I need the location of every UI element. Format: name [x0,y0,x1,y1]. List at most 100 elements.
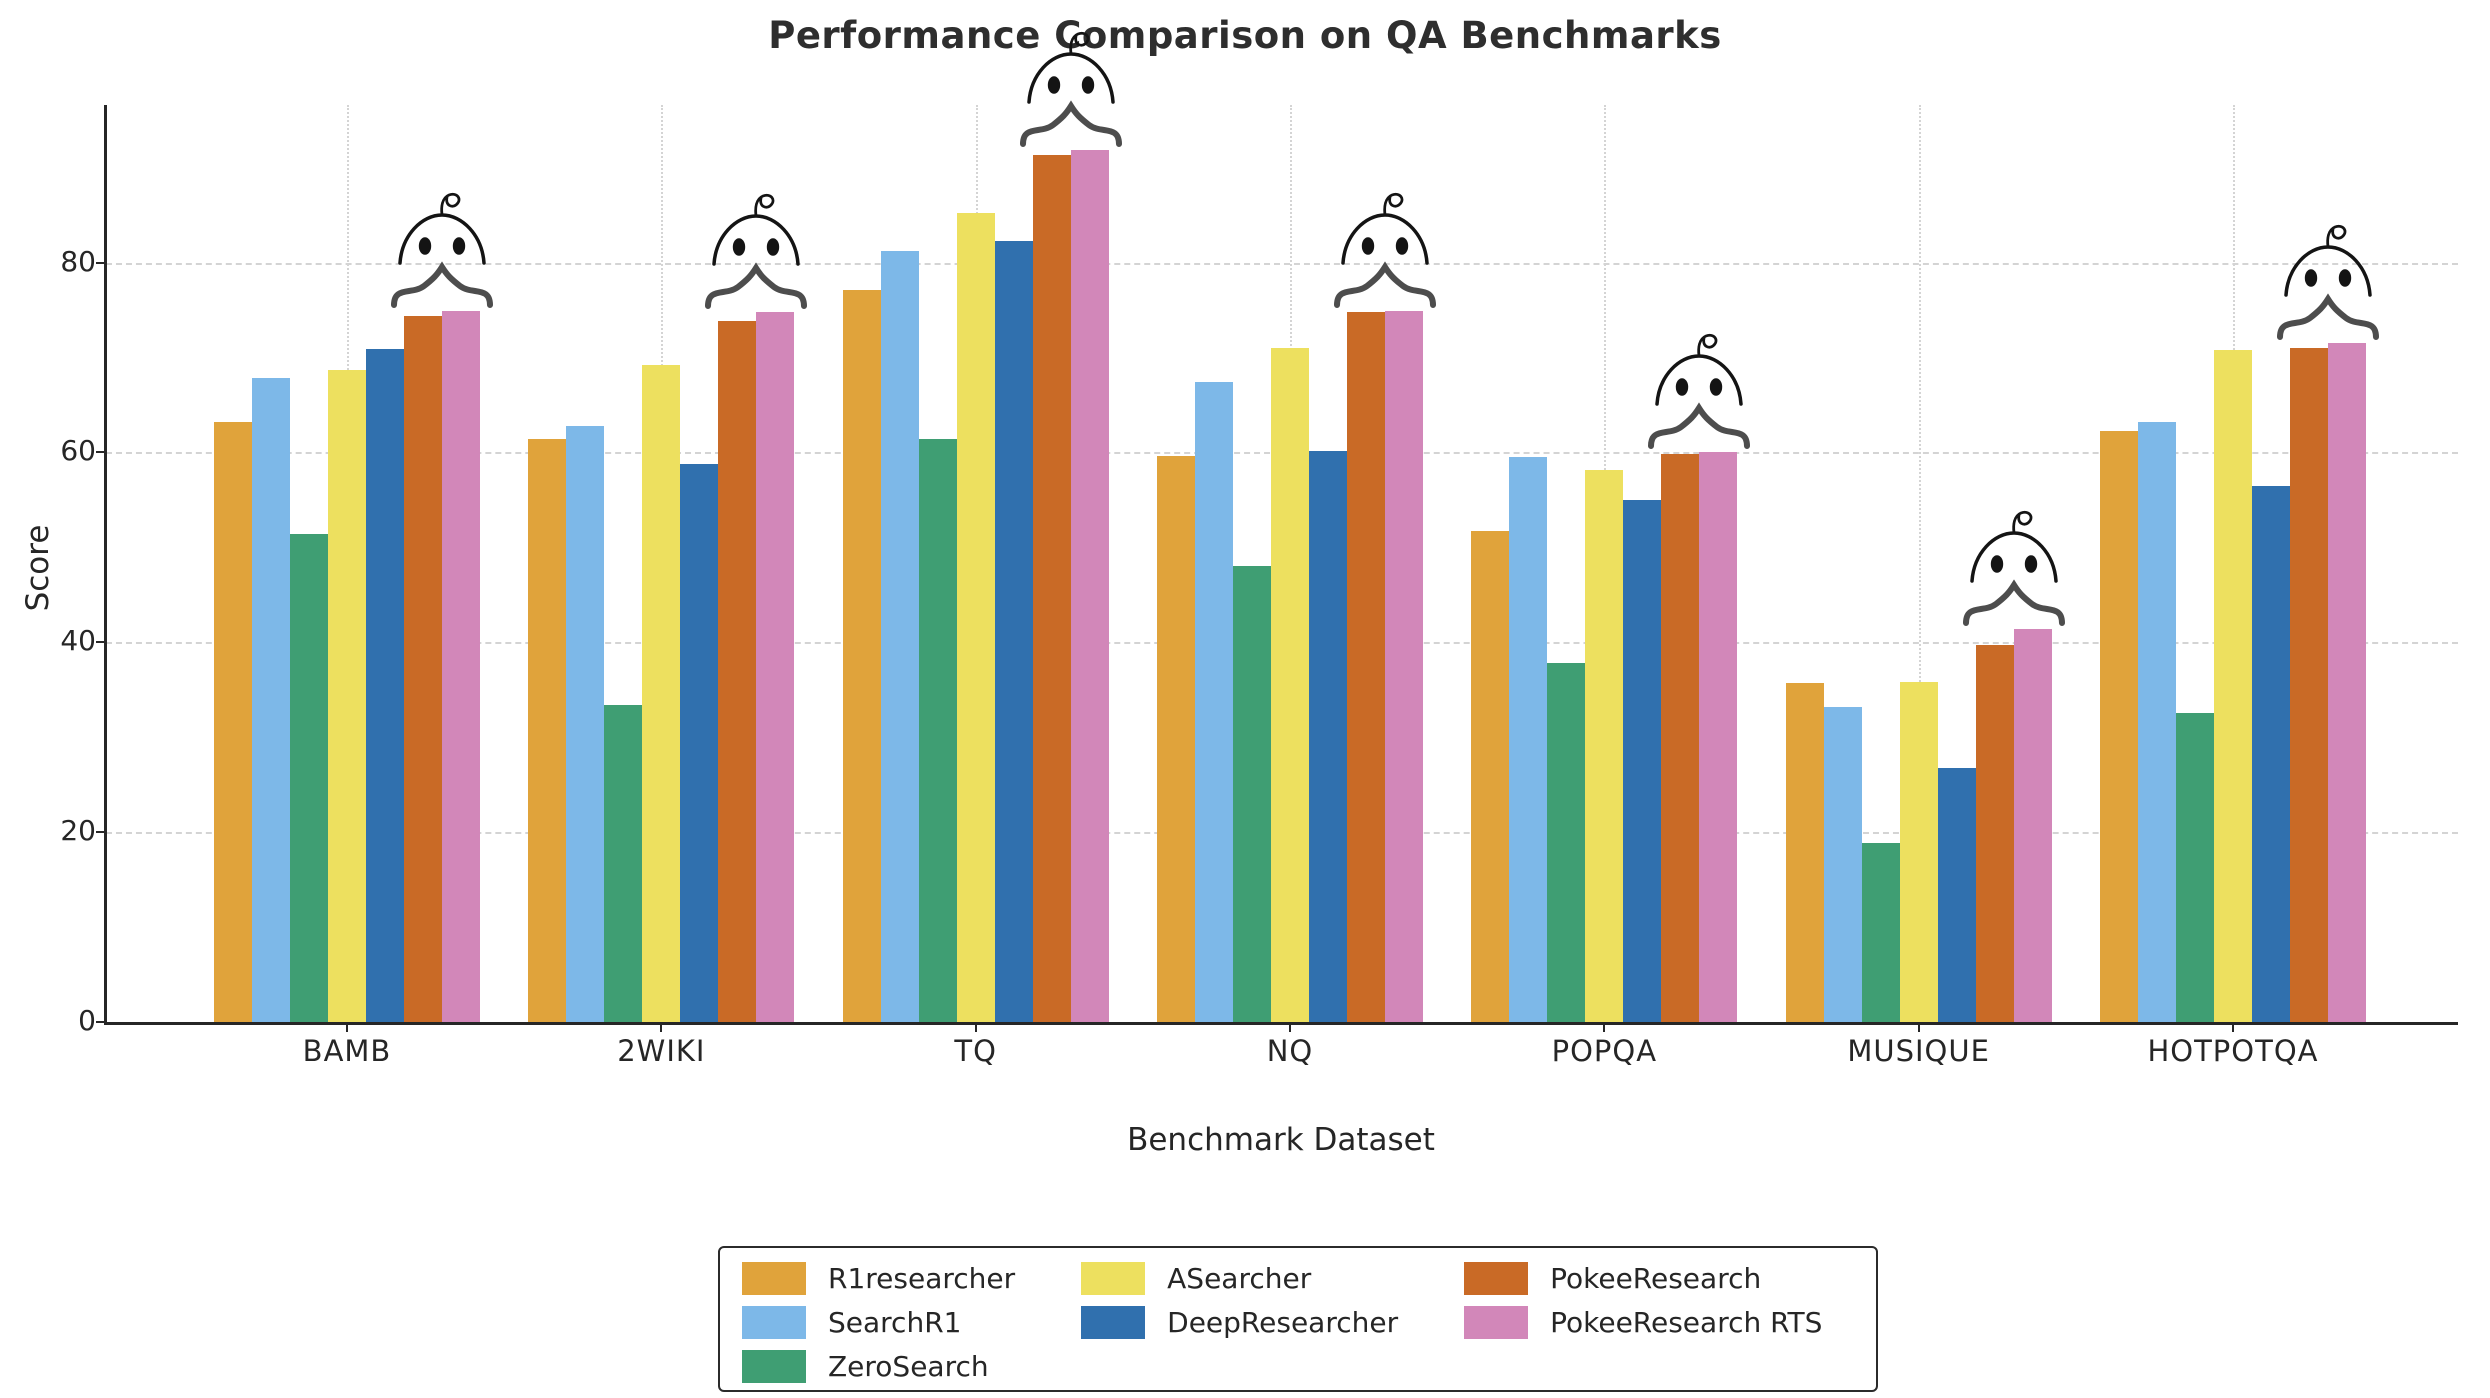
legend-label: PokeeResearch [1550,1261,1762,1295]
bar-pokeeresearch-popqa [1661,454,1700,1022]
bar-zerosearch-popqa [1547,663,1586,1022]
x-tick-label: BAMB [302,1034,392,1068]
legend-label: R1researcher [828,1261,1016,1295]
mascot-robot-icon [2272,221,2384,341]
mascot-robot-icon [1329,189,1441,309]
bar-zerosearch-nq [1232,566,1271,1022]
bar-searchr1-tq [880,251,919,1022]
legend: R1researcher SearchR1 ZeroSearch ASearcher D… [718,1246,1878,1392]
legend-item-pokeeresearch-rts: PokeeResearch RTS [1464,1304,1822,1340]
y-axis-tick [96,261,106,264]
bar-pokeeresearch-bamb [404,315,442,1022]
legend-item-searchr1: SearchR1 [742,1304,1015,1340]
bar-pokeeresearch-rts-2wiki [756,311,795,1022]
bar-pokeeresearch-musique [1975,645,2014,1022]
legend-label: PokeeResearch RTS [1550,1305,1823,1339]
legend-swatch-icon [1081,1261,1146,1295]
bar-pokeeresearch-rts-popqa [1699,452,1738,1022]
bar-zerosearch-tq [918,439,957,1022]
legend-label: ZeroSearch [828,1349,989,1383]
x-tick-label: 2WIKI [617,1034,706,1068]
legend-item-deepresearcher: DeepResearcher [1081,1304,1398,1340]
bar-pokeeresearch-nq [1346,311,1385,1022]
gridline-h [106,262,2458,265]
legend-item-r1researcher: R1researcher [742,1260,1015,1296]
x-tick-label: NQ [1266,1034,1314,1068]
mascot-robot-icon [1958,507,2070,627]
y-tick-label: 20 [60,814,96,848]
y-tick-label: 60 [60,434,96,468]
legend-swatch-icon [742,1305,806,1339]
bar-pokeeresearch-tq [1032,155,1071,1022]
y-axis-tick [96,641,106,644]
bar-pokeeresearch-rts-nq [1384,310,1423,1022]
legend-swatch-icon [742,1261,806,1295]
mascot-robot-icon [1015,28,1127,148]
bar-searchr1-bamb [252,378,290,1022]
x-tick-label: POPQA [1551,1034,1658,1068]
bar-zerosearch-musique [1861,842,1900,1022]
bar-r1researcher-bamb [214,422,252,1022]
x-axis-spine [104,1022,2458,1025]
x-axis-tick [974,1022,977,1032]
bar-r1researcher-popqa [1471,531,1510,1022]
bar-pokeeresearch-rts-musique [2013,629,2052,1022]
x-tick-label: TQ [954,1034,997,1068]
bar-asearcher-2wiki [642,365,681,1022]
bar-deepresearcher-bamb [366,348,404,1022]
legend-swatch-icon [1464,1305,1529,1339]
bar-asearcher-bamb [328,369,366,1022]
legend-item-asearcher: ASearcher [1081,1260,1398,1296]
gridline-v [1918,105,1921,1022]
x-axis-tick [660,1022,663,1032]
y-tick-label: 0 [78,1004,96,1037]
bar-deepresearcher-musique [1937,767,1976,1022]
bar-asearcher-nq [1270,348,1309,1022]
mascot-robot-icon [1643,330,1755,450]
bar-asearcher-musique [1899,682,1938,1022]
bar-asearcher-tq [956,213,995,1022]
bar-asearcher-hotpotqa [2213,349,2252,1022]
bar-searchr1-2wiki [566,425,605,1022]
bar-r1researcher-tq [842,290,881,1022]
legend-swatch-icon [1081,1305,1146,1339]
y-axis-tick [96,451,106,454]
bar-deepresearcher-tq [994,240,1033,1022]
bar-zerosearch-hotpotqa [2175,713,2214,1022]
legend-column: R1researcher SearchR1 ZeroSearch [742,1260,1015,1384]
legend-item-pokeeresearch: PokeeResearch [1464,1260,1822,1296]
mascot-robot-icon [700,190,812,310]
legend-swatch-icon [742,1349,806,1383]
bar-r1researcher-2wiki [528,439,567,1022]
bar-r1researcher-nq [1156,456,1195,1022]
x-axis-label: Benchmark Dataset [1127,1122,1435,1158]
bar-r1researcher-musique [1785,683,1824,1022]
x-axis-tick [1288,1022,1291,1032]
legend-label: ASearcher [1167,1261,1312,1295]
x-tick-label: MUSIQUE [1847,1034,1990,1068]
bar-searchr1-hotpotqa [2137,422,2176,1022]
bar-pokeeresearch-2wiki [718,321,757,1022]
bar-deepresearcher-popqa [1623,499,1662,1022]
bar-pokeeresearch-rts-hotpotqa [2327,343,2366,1022]
bar-searchr1-nq [1194,382,1233,1022]
bar-pokeeresearch-rts-bamb [442,310,480,1022]
bar-r1researcher-hotpotqa [2099,430,2138,1022]
y-tick-label: 40 [60,624,96,658]
chart-title: Performance Comparison on QA Benchmarks [768,14,1722,57]
x-axis-tick [346,1022,348,1032]
y-axis-spine [104,105,107,1024]
y-tick-label: 80 [60,244,96,278]
y-axis-tick [96,1021,106,1023]
bar-zerosearch-bamb [290,534,328,1022]
bar-deepresearcher-hotpotqa [2251,485,2290,1022]
bar-asearcher-popqa [1585,470,1624,1022]
legend-swatch-icon [1464,1261,1529,1295]
y-axis-tick [96,831,106,834]
bar-pokeeresearch-rts-tq [1070,149,1109,1022]
legend-column: ASearcher DeepResearcher [1081,1260,1398,1340]
legend-column: PokeeResearch PokeeResearch RTS [1464,1260,1822,1340]
x-tick-label: HOTPOTQA [2147,1034,2319,1068]
x-axis-tick [1917,1022,1920,1032]
x-axis-tick [2231,1022,2234,1032]
